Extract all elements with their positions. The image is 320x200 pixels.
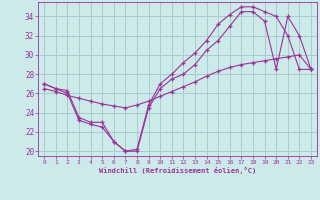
X-axis label: Windchill (Refroidissement éolien,°C): Windchill (Refroidissement éolien,°C) (99, 167, 256, 174)
